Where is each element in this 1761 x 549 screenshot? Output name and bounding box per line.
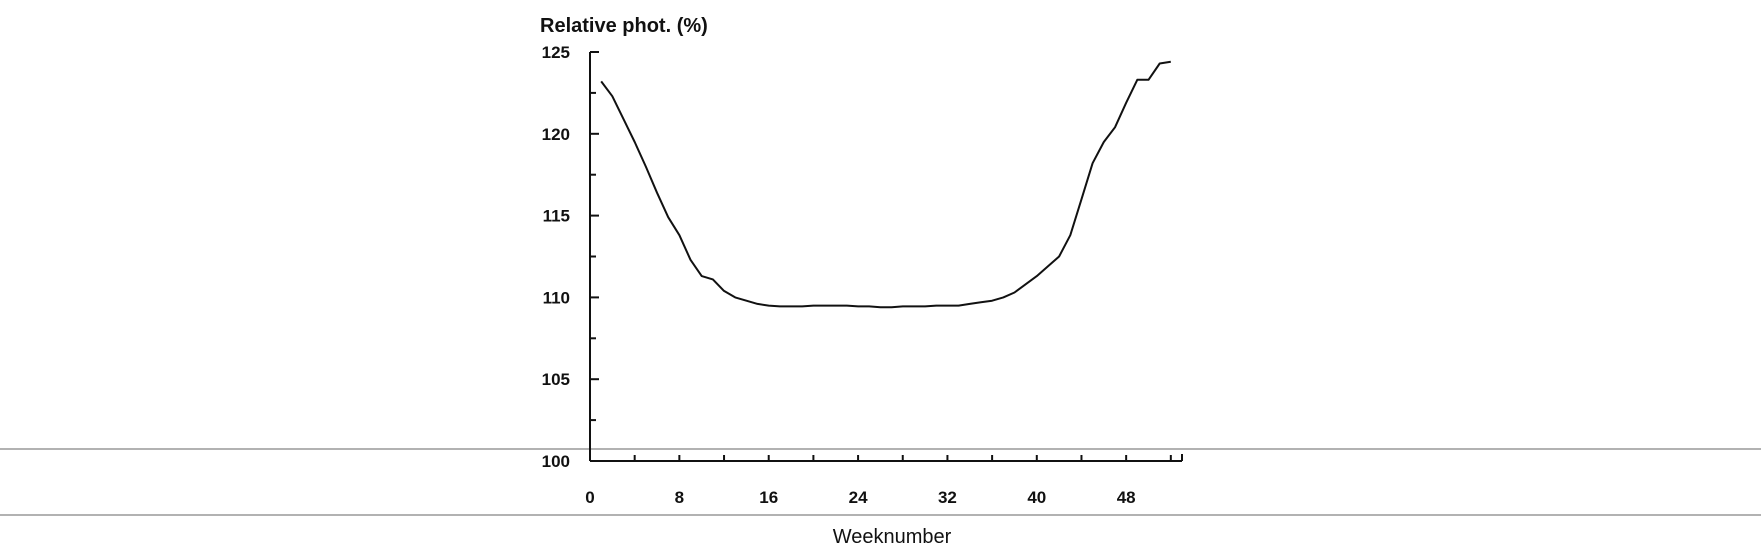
y-tick-label: 110 bbox=[543, 288, 570, 307]
axes bbox=[589, 52, 1183, 462]
y-tick-label: 125 bbox=[542, 43, 570, 62]
series-line bbox=[600, 60, 1171, 309]
x-ticks: 0 8 16 24 32 40 48 bbox=[585, 455, 1172, 507]
y-tick-label: 120 bbox=[542, 125, 570, 144]
scan-artifact-lines bbox=[0, 448, 1761, 516]
x-tick-label: 24 bbox=[849, 488, 868, 507]
y-axis-title: Relative phot. (%) bbox=[540, 15, 708, 37]
y-tick-label: 115 bbox=[543, 207, 570, 226]
y-ticks: 100 105 110 115 120 125 bbox=[542, 43, 599, 471]
y-tick-label: 105 bbox=[542, 370, 570, 389]
x-tick-label: 16 bbox=[759, 488, 778, 507]
x-tick-label: 32 bbox=[938, 488, 957, 507]
x-tick-label: 0 bbox=[585, 488, 594, 507]
x-axis-title: Weeknumber bbox=[833, 526, 952, 548]
y-tick-label: 100 bbox=[542, 452, 570, 471]
x-tick-label: 40 bbox=[1027, 488, 1046, 507]
x-tick-label: 8 bbox=[675, 488, 684, 507]
x-tick-label: 48 bbox=[1117, 488, 1136, 507]
